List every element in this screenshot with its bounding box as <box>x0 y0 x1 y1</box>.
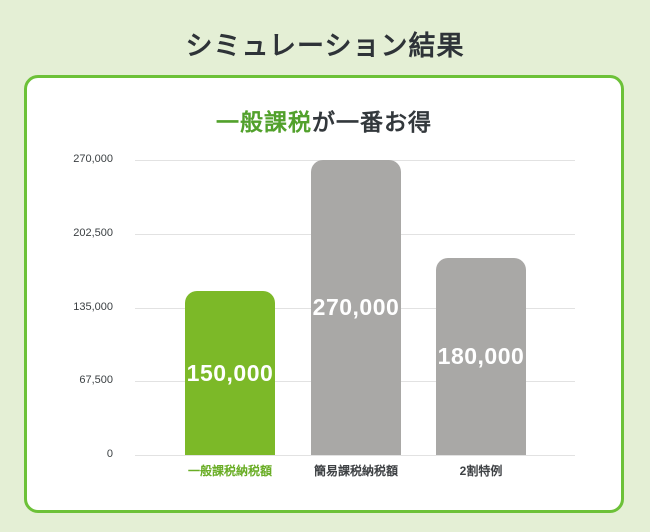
y-axis-tick-label: 67,500 <box>79 374 113 387</box>
chart-title-rest: が一番お得 <box>312 109 432 135</box>
bar-value-label: 150,000 <box>186 359 274 386</box>
bar-value-label: 270,000 <box>312 294 400 320</box>
category-label-general-taxation: 一般課税納税額 <box>187 464 272 478</box>
chart-title: 一般課税が一番お得 <box>27 103 621 137</box>
chart-title-highlight: 一般課税 <box>216 109 312 135</box>
y-axis-tick-label: 270,000 <box>73 153 113 165</box>
y-axis-tick-label: 0 <box>106 448 113 460</box>
y-axis-tick-label: 202,500 <box>73 226 113 239</box>
page-title: シミュレーション結果 <box>185 31 465 61</box>
bar-value-label: 180,000 <box>437 343 525 369</box>
category-label-twenty-percent-special: 2割特例 <box>459 464 503 478</box>
result-card: 一般課税が一番お得 0 67,500 135,000 202,500 270,000 1… <box>24 75 624 513</box>
y-axis-tick-label: 135,000 <box>73 300 113 313</box>
bar-chart: 0 67,500 135,000 202,500 270,000 150,000 270… <box>27 78 621 510</box>
bar-simplified-taxation: 270,000 <box>311 160 401 455</box>
bar-general-taxation: 150,000 <box>185 291 275 455</box>
bar-twenty-percent-special: 180,000 <box>436 258 526 455</box>
gridline <box>135 455 575 456</box>
category-label-simplified-taxation: 簡易課税納税額 <box>313 464 398 478</box>
